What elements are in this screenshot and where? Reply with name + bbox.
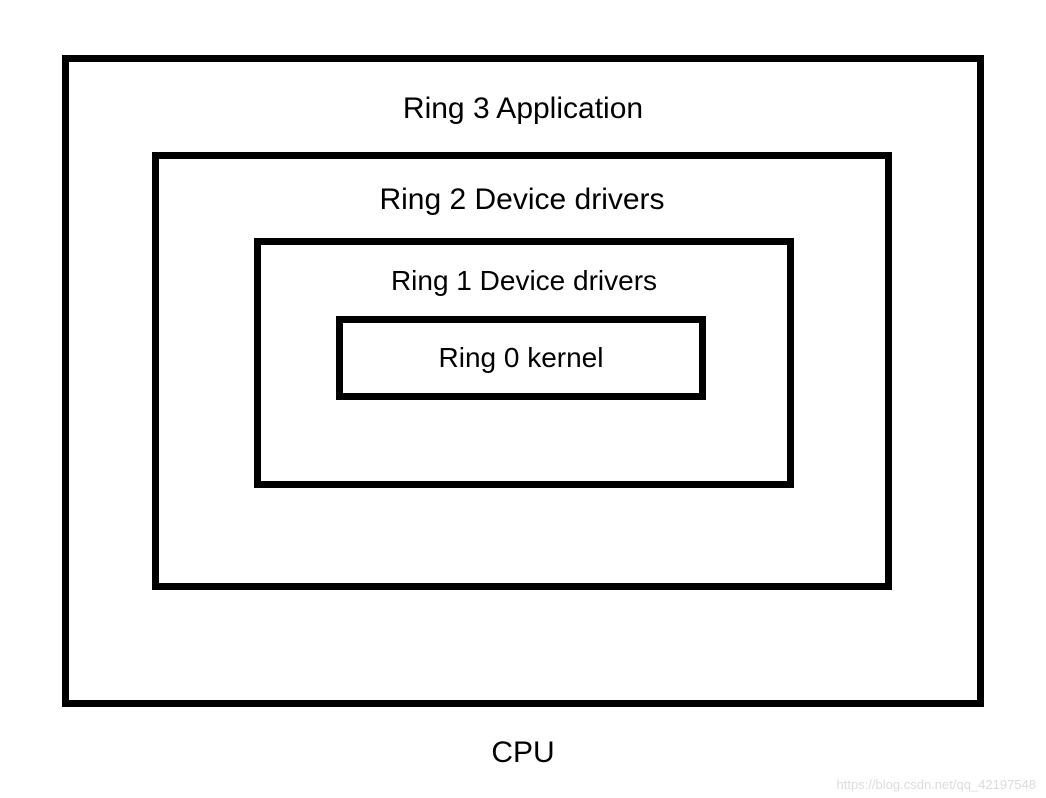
ring-0-box: Ring 0 kernel [336,316,706,400]
ring-3-label: Ring 3 Application [69,92,977,126]
ring-2-label: Ring 2 Device drivers [159,183,885,217]
ring-0-label: Ring 0 kernel [343,342,699,374]
ring-1-label: Ring 1 Device drivers [261,265,787,297]
watermark-text: https://blog.csdn.net/qq_42197548 [837,777,1037,792]
diagram-caption: CPU [0,736,1046,770]
